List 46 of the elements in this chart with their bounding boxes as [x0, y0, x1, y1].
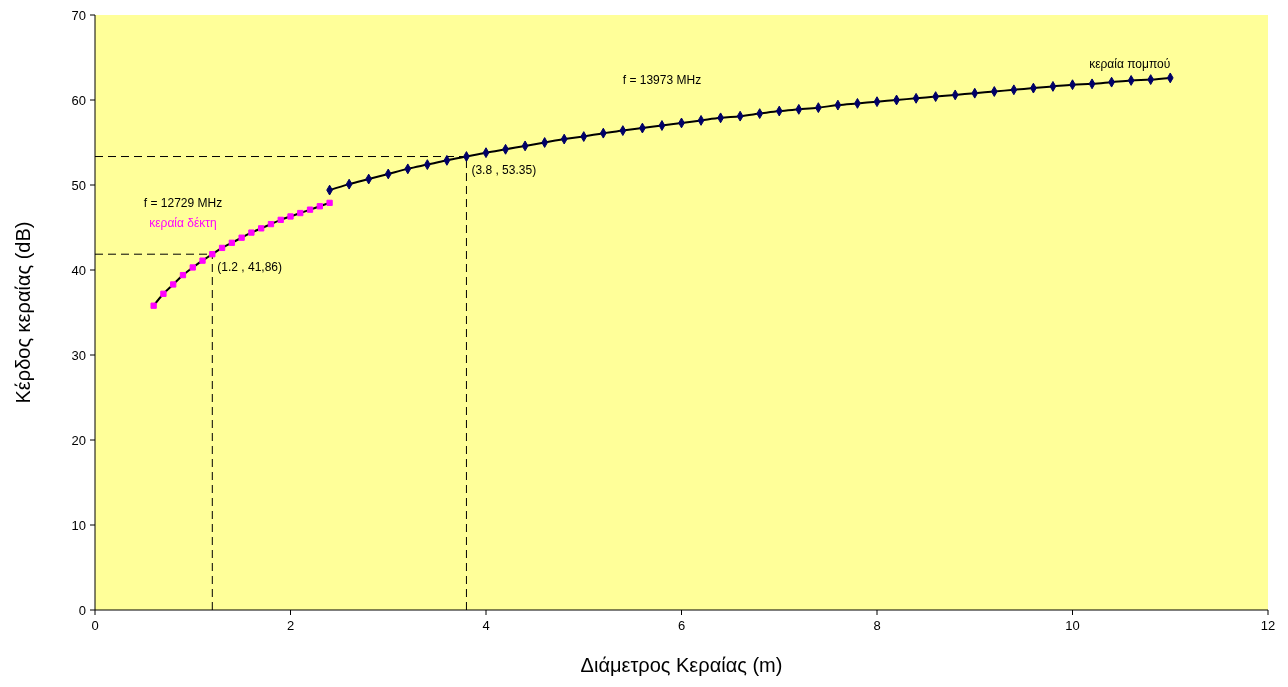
x-tick-label: 12 [1260, 618, 1276, 633]
y-tick-label: 0 [78, 602, 86, 618]
annotation: (1.2 , 41,86) [217, 260, 283, 275]
point [238, 234, 245, 241]
point [228, 239, 235, 246]
y-tick-label: 60 [71, 92, 86, 108]
y-tick-label: 50 [71, 177, 86, 193]
point [160, 290, 167, 297]
point [306, 206, 314, 213]
annotation: f = 12729 MHz [143, 196, 223, 211]
point [150, 302, 157, 309]
point [267, 220, 275, 228]
point [658, 120, 666, 131]
y-tick-label: 20 [71, 432, 86, 448]
point [170, 281, 177, 288]
x-tick-label: 0 [91, 618, 99, 633]
point [287, 213, 294, 220]
point [316, 203, 323, 210]
point [297, 209, 304, 217]
point [580, 131, 588, 142]
y-axis-title: Κέρδος κεραίας (dB) [12, 221, 34, 404]
point [990, 86, 998, 97]
x-tick-label: 4 [482, 618, 490, 633]
x-axis-title: Διάμετρος Κεραίας (m) [580, 654, 783, 676]
x-tick-label: 8 [873, 618, 881, 633]
annotation: f = 13973 MHz [622, 72, 702, 87]
y-tick-label: 10 [71, 517, 86, 533]
x-tick-label: 2 [286, 618, 295, 633]
y-tick-label: 30 [71, 347, 86, 363]
annotation: (3.8 , 53.35) [471, 162, 537, 177]
point [1127, 75, 1135, 86]
point [179, 271, 187, 279]
point [218, 244, 226, 252]
point [326, 199, 333, 206]
point [277, 216, 284, 223]
x-tick-label: 10 [1065, 618, 1080, 633]
point [199, 257, 206, 264]
point [258, 225, 265, 232]
point [209, 251, 216, 258]
x-tick-label: 6 [677, 618, 686, 633]
y-tick-label: 40 [71, 262, 86, 278]
y-tick-label: 70 [71, 7, 86, 23]
series-label: κεραία δέκτη [149, 216, 217, 231]
point [248, 229, 255, 236]
series-label: κεραία πομπού [1089, 56, 1171, 71]
point [189, 264, 196, 271]
